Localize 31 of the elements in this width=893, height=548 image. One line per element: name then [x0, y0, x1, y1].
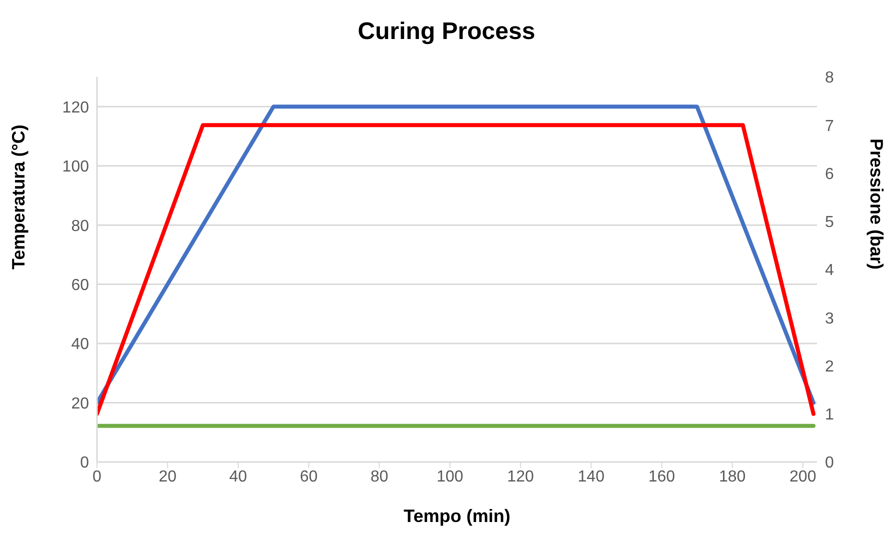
y-axis-title: Temperatura (°C) — [8, 124, 28, 270]
x-tick-label: 160 — [648, 468, 676, 486]
y-tick-label: 20 — [71, 395, 90, 412]
x-tick-label: 120 — [507, 468, 534, 486]
y2-tick-label: 4 — [825, 262, 834, 280]
x-tick-label: 80 — [370, 468, 388, 486]
x-tick-label: 20 — [158, 468, 177, 486]
x-tick-label: 180 — [718, 468, 746, 486]
x-tick-label: 140 — [578, 468, 605, 486]
y-tick-label: 0 — [80, 454, 90, 472]
y2-tick-label: 3 — [825, 310, 834, 328]
y2-tick-label: 8 — [825, 70, 834, 87]
x-tick-label: 40 — [229, 468, 248, 486]
x-tick-label: 0 — [92, 468, 102, 486]
y-tick-label: 120 — [62, 99, 90, 116]
x-axis-title: Tempo (min) — [404, 506, 510, 526]
x-tick-label: 200 — [790, 468, 816, 486]
chart-title: Curing Process — [356, 18, 536, 46]
y2-tick-label: 0 — [825, 454, 834, 472]
y2-tick-label: 6 — [825, 166, 834, 183]
y2-tick-label: 1 — [825, 406, 834, 424]
y2-tick-label: 5 — [825, 214, 834, 232]
y-tick-label: 60 — [71, 276, 90, 294]
y2-axis-title: Pressione (bar) — [866, 138, 887, 270]
y-tick-label: 80 — [71, 218, 90, 235]
x-tick-label: 60 — [300, 468, 318, 486]
y-tick-label: 100 — [62, 158, 90, 176]
y-tick-label: 40 — [71, 336, 90, 354]
y2-tick-label: 7 — [825, 118, 834, 135]
y2-tick-label: 2 — [825, 358, 834, 376]
x-tick-label: 100 — [436, 468, 464, 486]
